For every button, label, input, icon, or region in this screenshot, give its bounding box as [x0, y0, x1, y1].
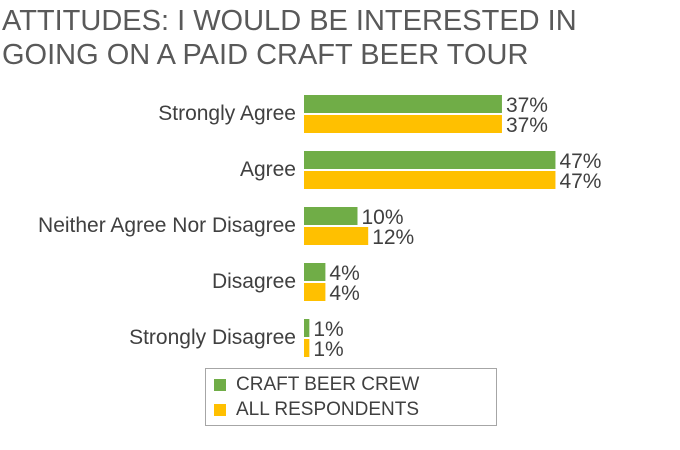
bar-all-respondents-strongly-disagree: [304, 339, 310, 357]
legend-label-all-respondents: ALL RESPONDENTS: [236, 399, 420, 420]
bar-all-respondents-strongly-agree: [304, 115, 502, 133]
bar-all-respondents-agree: [304, 171, 556, 189]
chart-title-line-2: GOING ON A PAID CRAFT BEER TOUR: [2, 39, 529, 71]
bar-craft-beer-crew-neither-agree-nor-disagree: [304, 207, 358, 225]
bar-all-respondents-disagree: [304, 283, 326, 301]
bar-all-respondents-neither-agree-nor-disagree: [304, 227, 369, 245]
legend-swatch-all-respondents: [214, 404, 226, 416]
value-label-all-respondents-strongly-disagree: 1%: [313, 338, 343, 361]
chart-title: ATTITUDES: I WOULD BE INTERESTED IN GOIN…: [2, 4, 678, 72]
category-label-strongly-agree: Strongly Agree: [158, 102, 296, 125]
value-label-all-respondents-disagree: 4%: [329, 282, 359, 305]
value-label-craft-beer-crew-disagree: 4%: [329, 262, 359, 285]
category-label-strongly-disagree: Strongly Disagree: [129, 326, 296, 349]
chart-legend: CRAFT BEER CREW ALL RESPONDENTS: [205, 368, 497, 426]
bar-craft-beer-crew-strongly-agree: [304, 95, 502, 113]
value-label-craft-beer-crew-strongly-agree: 37%: [506, 94, 548, 117]
bar-craft-beer-crew-agree: [304, 151, 556, 169]
value-label-all-respondents-strongly-agree: 37%: [506, 114, 548, 137]
bar-craft-beer-crew-disagree: [304, 263, 326, 281]
bar-craft-beer-crew-strongly-disagree: [304, 319, 310, 337]
value-label-craft-beer-crew-neither-agree-nor-disagree: 10%: [362, 206, 404, 229]
legend-item-all-respondents: ALL RESPONDENTS: [214, 398, 419, 422]
legend-swatch-craft-beer-crew: [214, 379, 226, 391]
value-label-craft-beer-crew-strongly-disagree: 1%: [313, 318, 343, 341]
value-label-craft-beer-crew-agree: 47%: [559, 150, 601, 173]
category-label-neither-agree-nor-disagree: Neither Agree Nor Disagree: [38, 214, 296, 237]
chart-title-line-1: ATTITUDES: I WOULD BE INTERESTED IN: [2, 5, 577, 37]
legend-label-craft-beer-crew: CRAFT BEER CREW: [236, 374, 420, 395]
category-label-disagree: Disagree: [212, 270, 296, 293]
value-label-all-respondents-agree: 47%: [559, 170, 601, 193]
value-label-all-respondents-neither-agree-nor-disagree: 12%: [372, 226, 414, 249]
legend-item-craft-beer-crew: CRAFT BEER CREW: [214, 373, 419, 397]
category-label-agree: Agree: [240, 158, 296, 181]
